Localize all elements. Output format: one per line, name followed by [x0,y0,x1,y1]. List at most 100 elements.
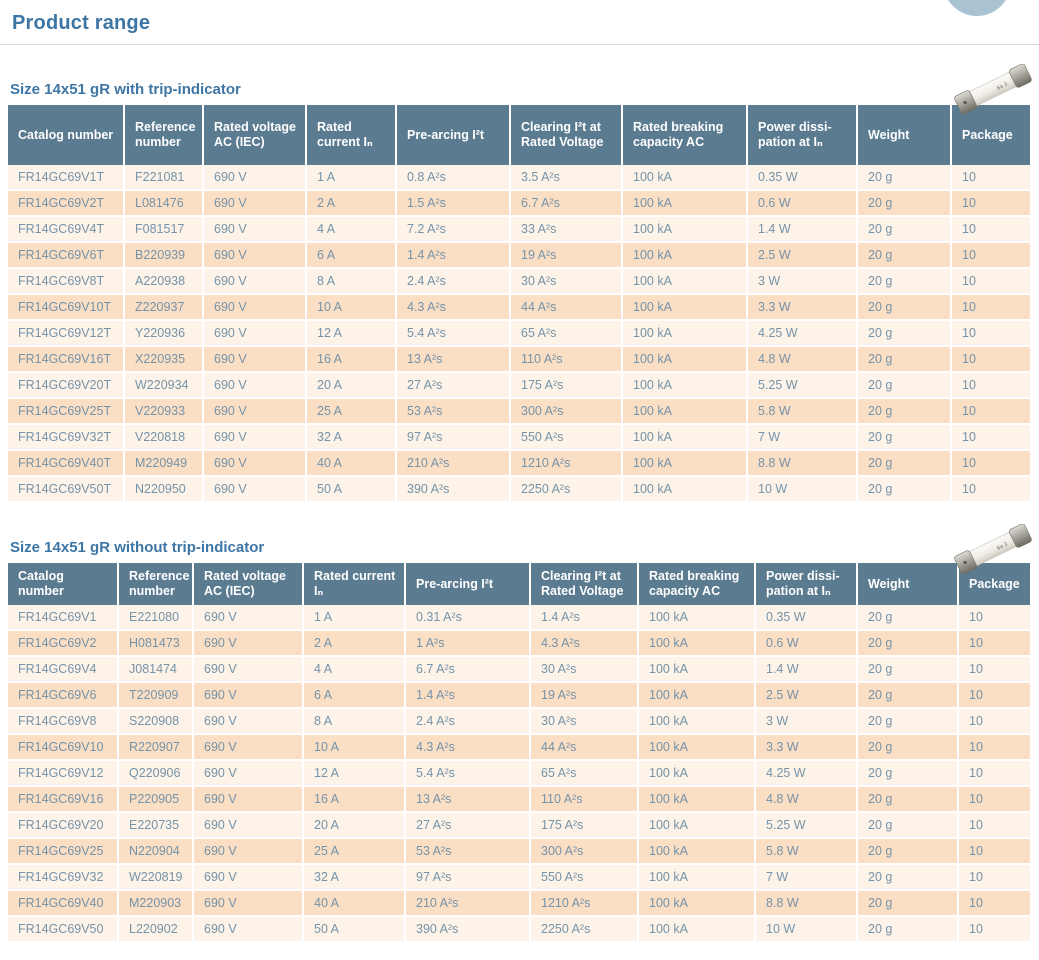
table-cell: 20 g [857,890,959,917]
table-cell: FR14GC69V4 [8,656,119,683]
table-cell: 1210 A²s [530,890,639,917]
table-cell: 5.4 A²s [405,760,531,787]
table-cell: T220909 [118,682,194,709]
table-cell: 550 A²s [530,864,639,891]
table-cell: 690 V [203,476,307,503]
table-cell: 4.25 W [755,760,858,787]
table-row: FR14GC69V12 Q220906 690 V 12 A 5.4 A²s 65 A²s… [8,760,1032,787]
table-cell: S220908 [118,708,194,735]
table-cell: 690 V [203,268,307,295]
column-header: Clearing I²t at Rated Voltage [530,563,639,605]
section-heading: Size 14x51 gR with trip-indicator [10,81,241,98]
table-cell: 3.5 A²s [510,165,623,191]
table-cell: 20 g [857,916,959,943]
table-cell: 8.8 W [755,890,858,917]
table-cell: 1 A [303,605,406,631]
table-cell: 20 g [857,812,959,839]
table-cell: FR14GC69V32T [8,424,125,451]
table-cell: 6 A [306,242,397,269]
table-row: FR14GC69V12T Y220936 690 V 12 A 5.4 A²s 65 A²… [8,320,1032,347]
table-cell: 20 g [857,734,959,761]
table-cell: 16 A [303,786,406,813]
table-cell: F081517 [124,216,204,243]
table-cell: 20 g [857,838,959,865]
table-cell: 110 A²s [510,346,623,373]
table-cell: FR14GC69V50 [8,916,119,943]
table-cell: 20 g [857,372,952,399]
table-cell: FR14GC69V40T [8,450,125,477]
table-cell: FR14GC69V20T [8,372,125,399]
table-cell: 50 A [306,476,397,503]
table-cell: 25 A [306,398,397,425]
column-header: Clearing I²t at Rated Voltage [510,105,623,165]
table-cell: 690 V [193,605,304,631]
column-header: Rated breaking capacity AC [638,563,756,605]
column-header: Package [951,105,1032,165]
product-table-with-trip-indicator: Catalog number Reference number Rated volt… [8,105,1032,503]
table-cell: 6 A [303,682,406,709]
table-cell: FR14GC69V12 [8,760,119,787]
table-cell: 6.7 A²s [405,656,531,683]
table-row: FR14GC69V20T W220934 690 V 20 A 27 A²s 175 A²… [8,372,1032,399]
table-cell: 100 kA [622,216,748,243]
table-cell: 20 g [857,682,959,709]
table-cell: 20 A [306,372,397,399]
table-cell: 100 kA [638,838,756,865]
table-cell: X220935 [124,346,204,373]
table-cell: FR14GC69V32 [8,864,119,891]
table-cell: L081476 [124,190,204,217]
table-cell: A220938 [124,268,204,295]
table-cell: 65 A²s [510,320,623,347]
table-cell: 20 g [857,242,952,269]
table-cell: 1.4 A²s [396,242,511,269]
table-cell: 690 V [193,812,304,839]
fuse-photo [953,524,1033,574]
table-cell: 20 g [857,630,959,657]
table-cell: 20 g [857,786,959,813]
table-cell: 690 V [193,838,304,865]
table-row: FR14GC69V25T V220933 690 V 25 A 53 A²s 300 A²… [8,398,1032,425]
table-row: FR14GC69V10T Z220937 690 V 10 A 4.3 A²s 44 A²… [8,294,1032,321]
table-cell: 40 A [303,890,406,917]
table-cell: 6.7 A²s [510,190,623,217]
table-cell: N220950 [124,476,204,503]
table-cell: 690 V [203,294,307,321]
table-cell: 100 kA [622,346,748,373]
table-cell: 210 A²s [405,890,531,917]
table-cell: F221081 [124,165,204,191]
table-row: FR14GC69V40T M220949 690 V 40 A 210 A²s 1210 … [8,450,1032,477]
column-header: Rated current Iₙ [306,105,397,165]
table-cell: 5.25 W [755,812,858,839]
table-cell: Z220937 [124,294,204,321]
table-cell: FR14GC69V20 [8,812,119,839]
table-cell: FR14GC69V6T [8,242,125,269]
table-cell: 10 [951,476,1032,503]
table-row: FR14GC69V50 L220902 690 V 50 A 390 A²s 2250 A… [8,916,1032,943]
column-header: Rated voltage AC (IEC) [193,563,304,605]
table-row: FR14GC69V32 W220819 690 V 32 A 97 A²s 550 A²s… [8,864,1032,891]
table-cell: 20 g [857,320,952,347]
table-cell: 2 A [306,190,397,217]
table-cell: 3.3 W [755,734,858,761]
table-cell: 4.8 W [747,346,858,373]
table-cell: 3 W [755,708,858,735]
table-cell: 53 A²s [396,398,511,425]
table-cell: 690 V [203,450,307,477]
table-cell: 1.4 A²s [530,605,639,631]
table-cell: 20 g [857,476,952,503]
table-cell: 8.8 W [747,450,858,477]
table-cell: 100 kA [638,656,756,683]
table-cell: 690 V [193,786,304,813]
table-cell: 100 kA [622,398,748,425]
table-cell: 100 kA [638,890,756,917]
table-cell: 175 A²s [510,372,623,399]
table-cell: 100 kA [622,165,748,191]
table-cell: 2250 A²s [510,476,623,503]
table-cell: 100 kA [638,812,756,839]
column-header: Catalog number [8,105,125,165]
table-cell: 10 A [306,294,397,321]
table-cell: 100 kA [622,320,748,347]
table-cell: FR14GC69V8T [8,268,125,295]
